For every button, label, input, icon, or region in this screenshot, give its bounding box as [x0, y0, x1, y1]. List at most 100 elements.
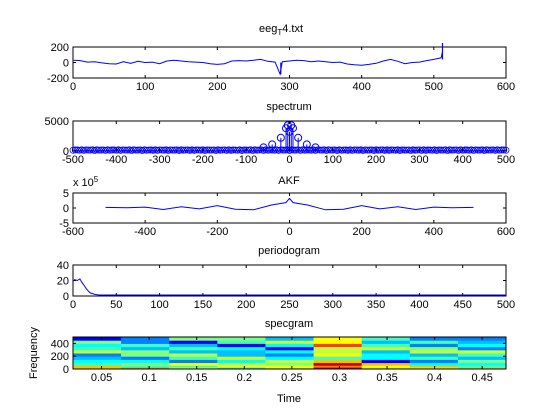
spectrum-stem-marker	[424, 146, 432, 154]
spectrum-stem-marker	[171, 146, 179, 154]
spectrum-stem-marker	[351, 146, 358, 154]
specgram-cell	[361, 349, 411, 354]
x-tick-label: 100	[150, 299, 168, 311]
spectrum-stem-marker	[502, 146, 510, 154]
spectrum-stem-marker	[353, 146, 361, 154]
specgram-cell	[169, 343, 218, 348]
specgram-cell	[457, 349, 507, 354]
spectrum-stem-marker	[329, 146, 337, 154]
spectrum-stem-marker	[400, 146, 408, 154]
specgram-cell	[169, 340, 218, 344]
spectrum-stem-marker	[398, 146, 406, 154]
spectrum-stem-marker	[390, 146, 397, 154]
spectrum-stem-marker	[411, 146, 419, 154]
x-tick-label: 200	[208, 81, 226, 93]
spectrum-stem-marker	[208, 146, 215, 154]
specgram-cell	[169, 362, 218, 366]
spectrum-stem-marker	[476, 146, 484, 154]
spectrum-stem-marker	[342, 146, 350, 154]
specgram-cell	[73, 353, 122, 357]
specgram-cell	[457, 343, 507, 348]
spectrum-stem-marker	[218, 146, 226, 154]
specgram-cell	[361, 353, 411, 357]
spectrum-stem-marker	[160, 146, 168, 154]
spectrum-stem-marker	[195, 146, 202, 154]
specgram-cell	[457, 353, 507, 357]
spectrum-peak-marker	[288, 124, 297, 133]
specgram-cell	[313, 337, 363, 341]
specgram-cells	[73, 337, 507, 370]
specgram-cell	[361, 346, 411, 351]
x-tick-label: 400	[454, 154, 472, 166]
spectrum-stem-marker	[216, 146, 224, 154]
x-tick-label: 500	[497, 154, 515, 166]
specgram-cell	[169, 367, 218, 370]
specgram-cell	[121, 353, 170, 357]
akf-line	[105, 197, 474, 211]
x-tick-label: 0.25	[281, 372, 302, 384]
x-tick-label: 600	[497, 226, 515, 238]
specgram-cell	[121, 362, 170, 366]
specgram-cell	[265, 346, 315, 351]
x-tick-label: -400	[105, 154, 127, 166]
specgram-cell	[265, 365, 315, 368]
panel-eeg-axes-box	[72, 46, 507, 79]
spectrum-stem-marker	[182, 146, 189, 154]
y-tick-label: 200	[51, 351, 69, 363]
specgram-cell	[313, 353, 363, 357]
x-tick-label: -100	[235, 154, 257, 166]
specgram-cell	[73, 359, 122, 364]
spectrum-stem-marker	[82, 146, 90, 154]
panel-spectrum-xlabel: AKF	[278, 175, 300, 187]
specgram-cell	[313, 340, 363, 344]
specgram-cell	[217, 343, 266, 348]
specgram-cell	[169, 356, 218, 360]
specgram-cell	[121, 346, 170, 351]
x-tick-label: -200	[206, 226, 228, 238]
spectrum-peak-marker	[294, 133, 303, 142]
specgram-cell	[217, 353, 266, 357]
specgram-cell	[409, 340, 459, 344]
spectrum-peak-marker	[302, 140, 311, 149]
specgram-cell	[313, 349, 363, 354]
spectrum-stem-marker	[472, 146, 480, 154]
y-tick-label: -200	[47, 73, 69, 85]
y-tick-label: 0	[63, 58, 69, 70]
spectrum-stem-marker	[435, 146, 443, 154]
specgram-cell	[217, 356, 266, 360]
spectrum-stem-marker	[253, 146, 261, 154]
specgram-cell	[73, 340, 122, 344]
x-tick-label: -600	[62, 226, 84, 238]
specgram-cell	[265, 340, 315, 344]
panel-akf-ticks: -600 -400 -200 0 200 400 600 -5 0 5	[59, 188, 515, 238]
specgram-cell	[313, 356, 363, 360]
spectrum-stem-marker	[69, 146, 77, 154]
y-tick-label: 0	[63, 203, 69, 215]
panel-specgram-axes-box	[72, 336, 507, 370]
x-tick-label: 100	[136, 81, 154, 93]
x-tick-label: 50	[110, 299, 122, 311]
specgram-cell	[457, 356, 507, 360]
x-tick-label: 400	[352, 81, 370, 93]
spectrum-stem-marker	[487, 146, 495, 154]
y-tick-label: 0	[63, 291, 69, 303]
specgram-cell	[73, 365, 122, 368]
panel-akf-xlabel: periodogram	[258, 245, 320, 257]
spectrum-stem-marker	[73, 146, 81, 154]
x-tick-label: 0	[70, 81, 76, 93]
spectrum-stem-marker	[364, 146, 371, 154]
periodogram-line	[72, 278, 506, 296]
spectrum-stem-marker	[500, 146, 508, 154]
specgram-cell	[457, 346, 507, 351]
x-tick-label: 400	[425, 226, 443, 238]
spectrum-stem-marker	[450, 146, 458, 154]
specgram-cell	[265, 356, 315, 360]
spectrum-stem-marker	[123, 146, 131, 154]
spectrum-stem-marker	[205, 146, 213, 154]
specgram-cell	[121, 356, 170, 360]
spectrum-stem-marker	[366, 146, 374, 154]
spectrum-stem-marker	[84, 146, 92, 154]
spectrum-stem-marker	[327, 146, 335, 154]
spectrum-stem-marker	[86, 146, 94, 154]
